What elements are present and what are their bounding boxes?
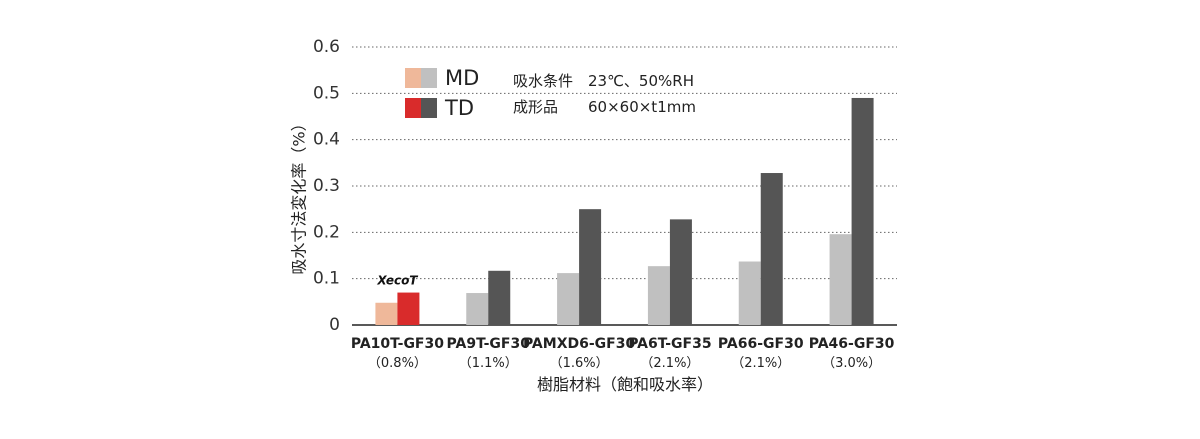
legend-label-md: MD <box>445 66 479 90</box>
bar-md-pa66-gf30 <box>738 261 761 325</box>
note-specimen-value: 60×60×t1mm <box>588 98 696 116</box>
bar-md-pamxd6-gf30 <box>557 273 580 325</box>
legend-swatch-md <box>405 68 421 88</box>
test-conditions-note: 吸水条件 23℃、50%RH 成形品 60×60×t1mm <box>513 72 696 116</box>
x-axis-title: 樹脂材料（飽和吸水率） <box>537 375 713 394</box>
category-label: PA46-GF30 <box>809 336 895 352</box>
bars <box>375 97 874 325</box>
bar-td-pa10t-gf30 <box>397 292 420 325</box>
category-labels: PA10T-GF30 （0.8%） PA9T-GF30 （1.1%） PAMXD6-GF… <box>351 336 895 371</box>
legend-swatch-md <box>421 68 437 88</box>
category-label: PA6T-GF35 <box>628 336 711 352</box>
category-label: PA10T-GF30 <box>351 336 444 352</box>
y-tick-label: 0.6 <box>313 37 340 57</box>
bar-md-pa6t-gf35 <box>647 266 670 325</box>
legend-label-td: TD <box>444 96 474 120</box>
category-sublabel: （3.0%） <box>822 356 881 371</box>
bar-td-pa66-gf30 <box>760 173 783 325</box>
bar-md-pa9t-gf30 <box>466 293 489 325</box>
category-label: PA66-GF30 <box>718 336 804 352</box>
y-tick-label: 0.1 <box>313 269 340 289</box>
category-sublabel: （2.1%） <box>640 356 699 371</box>
y-tick-label: 0.5 <box>313 83 340 103</box>
category-sublabel: （0.8%） <box>368 356 427 371</box>
grid <box>352 46 897 280</box>
note-specimen-label: 成形品 <box>513 98 558 116</box>
y-tick-label: 0.3 <box>313 176 340 196</box>
bar-td-pamxd6-gf30 <box>579 209 602 325</box>
y-tick-label: 0.2 <box>313 222 340 242</box>
category-sublabel: （2.1%） <box>731 356 790 371</box>
bar-md-pa46-gf30 <box>829 234 852 325</box>
bar-td-pa6t-gf35 <box>669 219 692 325</box>
y-tick-label: 0.4 <box>313 130 340 150</box>
legend-swatch-td <box>405 98 421 118</box>
category-sublabel: （1.6%） <box>550 356 609 371</box>
bar-td-pa9t-gf30 <box>488 270 511 325</box>
note-condition-value: 23℃、50%RH <box>588 72 694 90</box>
legend: MD TD <box>405 66 479 120</box>
category-sublabel: （1.1%） <box>459 356 518 371</box>
legend-swatch-td <box>421 98 437 118</box>
y-axis-ticks: 0 0.1 0.2 0.3 0.4 0.5 0.6 <box>313 37 340 335</box>
note-condition-label: 吸水条件 <box>513 72 573 90</box>
category-label: PA9T-GF30 <box>447 336 531 352</box>
xecot-brand-logo: XecoT <box>376 274 418 288</box>
y-tick-label: 0 <box>329 315 340 335</box>
y-axis-title: 吸水寸法変化率（%） <box>290 115 309 274</box>
bar-td-pa46-gf30 <box>851 97 874 325</box>
bar-md-pa10t-gf30 <box>375 302 398 325</box>
category-label: PAMXD6-GF30 <box>523 336 636 352</box>
